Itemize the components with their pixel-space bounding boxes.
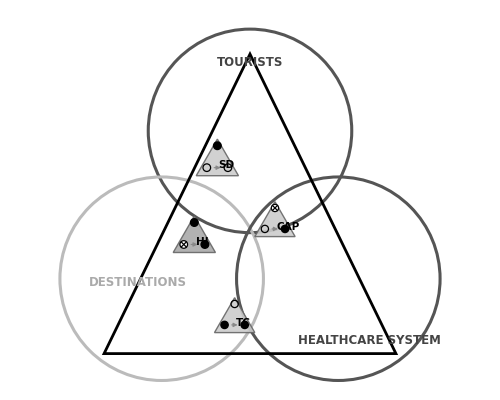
Circle shape <box>272 204 278 212</box>
Text: TC: TC <box>236 318 250 328</box>
Text: HEALTHCARE SYSTEM: HEALTHCARE SYSTEM <box>298 334 441 347</box>
Polygon shape <box>255 202 295 236</box>
Circle shape <box>201 241 208 248</box>
Circle shape <box>190 219 198 226</box>
Text: DESTINATIONS: DESTINATIONS <box>88 276 186 289</box>
Circle shape <box>221 321 228 328</box>
Circle shape <box>180 241 188 248</box>
Text: TOURISTS: TOURISTS <box>217 56 283 69</box>
Circle shape <box>214 142 221 150</box>
Text: CAP: CAP <box>276 222 299 232</box>
Polygon shape <box>173 216 216 252</box>
Circle shape <box>282 225 288 232</box>
Text: SD: SD <box>218 160 235 170</box>
Circle shape <box>241 321 248 328</box>
Polygon shape <box>196 139 238 176</box>
Polygon shape <box>214 298 255 332</box>
Text: HI: HI <box>196 237 208 247</box>
